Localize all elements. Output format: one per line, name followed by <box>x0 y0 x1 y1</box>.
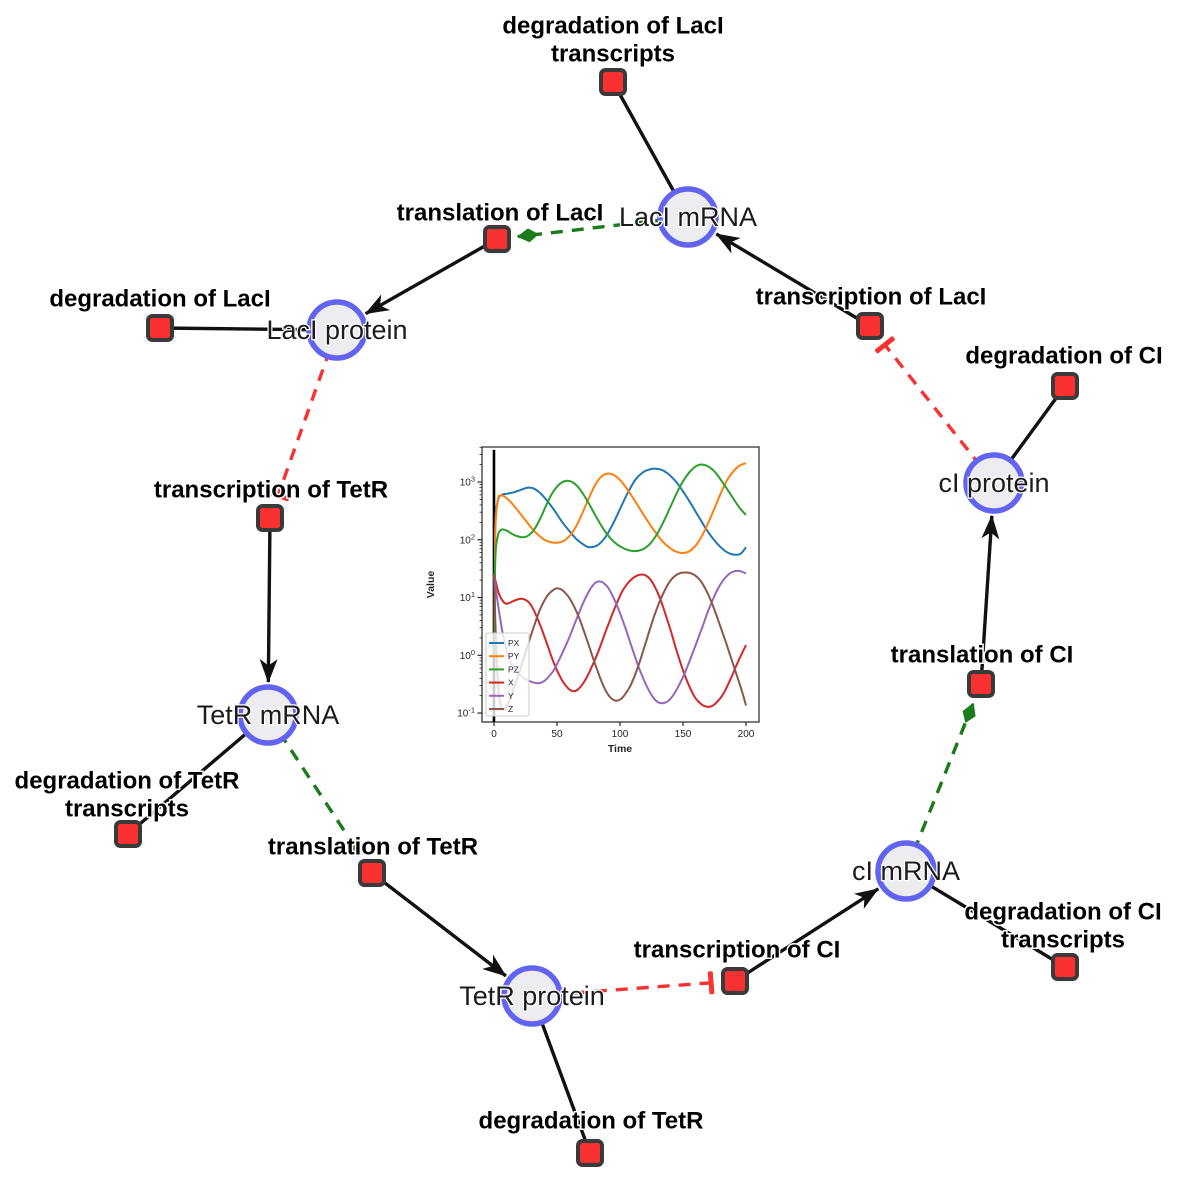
reaction-node-transcription_tetr <box>256 504 284 532</box>
edge-production-translation_ci-ci_protein <box>979 514 1000 685</box>
edge-production-transcription_tetr-tetr_mrna <box>259 517 278 684</box>
species-node-laci_protein <box>306 299 368 361</box>
chart-y-tick-label: 102 <box>460 532 475 546</box>
reaction-node-deg_tetr_transcripts <box>114 820 142 848</box>
species-label-laci_mrna: LacI mRNA <box>619 202 757 232</box>
reaction-label-translation_tetr: translation of TetR <box>268 834 478 861</box>
edge-production-transcription_ci-ci_mrna <box>734 887 880 983</box>
edge-production-translation_laci-laci_protein <box>364 237 498 316</box>
chart-legend-label-PX: PX <box>508 638 520 648</box>
chart-x-tick-label: 100 <box>612 729 629 740</box>
species-node-tetr_protein <box>501 965 563 1027</box>
reaction-label-deg_laci: degradation of LacI <box>49 286 270 313</box>
species-label-tetr_mrna: TetR mRNA <box>197 700 340 730</box>
reaction-node-deg_tetr <box>576 1139 604 1167</box>
chart-x-tick-label: 0 <box>491 729 497 740</box>
reaction-node-translation_laci <box>483 225 511 253</box>
reaction-node-deg_laci_transcripts <box>599 68 627 96</box>
chart-legend-label-X: X <box>508 678 514 688</box>
chart-y-tick-label: 101 <box>460 590 475 604</box>
nodes-layer <box>114 68 1079 1167</box>
species-label-ci_mrna: cI mRNA <box>852 856 960 886</box>
species-node-ci_protein <box>963 452 1025 514</box>
chart-x-tick-label: 200 <box>738 729 755 740</box>
chart-y-tick-label: 100 <box>460 648 475 662</box>
chart-x-tick-label: 150 <box>675 729 692 740</box>
species-node-laci_mrna <box>657 186 719 248</box>
reaction-label-translation_laci: translation of LacI <box>397 200 604 227</box>
reaction-label-deg_laci_transcripts-line1: degradation of LacI <box>502 13 723 40</box>
species-label-ci_protein: cI protein <box>938 468 1049 498</box>
chart-series-X <box>493 573 747 708</box>
chart-y-axis-title: Value <box>425 571 437 599</box>
reaction-node-transcription_laci <box>856 312 884 340</box>
chart-y-tick-label: 103 <box>460 475 475 489</box>
chart-x-tick-label: 50 <box>551 729 563 740</box>
reaction-node-transcription_ci <box>721 967 749 995</box>
chart-y-tick-label: 10-1 <box>457 706 475 720</box>
reaction-label-deg_ci_transcripts-line2: transcripts <box>1001 927 1125 954</box>
chart-series-PZ <box>493 463 747 656</box>
chart-series-PY <box>493 462 747 656</box>
chart-legend-label-PZ: PZ <box>508 664 519 674</box>
species-label-tetr_protein: TetR protein <box>459 981 605 1011</box>
reaction-label-deg_tetr_transcripts-line1: degradation of TetR <box>15 768 240 795</box>
species-node-tetr_mrna <box>237 684 299 746</box>
inset-chart: 0 50 100 150 200 10-1 100 101 102 103 PX PY PZ XYZ Ti… <box>420 424 780 769</box>
reaction-node-deg_ci_transcripts <box>1051 953 1079 981</box>
reaction-node-translation_ci <box>967 670 995 698</box>
reaction-node-deg_ci <box>1051 372 1079 400</box>
chart-legend-label-PY: PY <box>508 651 520 661</box>
reaction-label-transcription_laci: transcription of LacI <box>756 284 987 311</box>
reaction-label-transcription_ci: transcription of CI <box>634 937 841 964</box>
reaction-label-deg_laci_transcripts-line2: transcripts <box>551 41 675 68</box>
reaction-label-deg_ci_transcripts-line1: degradation of CI <box>964 899 1161 926</box>
edge-consumption-ci_mrna-deg_ci_transcripts <box>905 869 1066 969</box>
species-node-ci_mrna <box>875 840 937 902</box>
chart-legend-label-Z: Z <box>508 704 513 714</box>
labels-layer: LacI mRNA LacI protein TetR mRNA TetR prote… <box>13 11 1164 1136</box>
reaction-label-deg_tetr: degradation of TetR <box>479 1108 704 1135</box>
reaction-label-deg_tetr_transcripts-line2: transcripts <box>65 796 189 823</box>
edge-production-transcription_laci-laci_mrna <box>715 232 871 328</box>
reaction-label-deg_ci: degradation of CI <box>965 343 1162 370</box>
reaction-node-translation_tetr <box>358 859 386 887</box>
edge-production-translation_tetr-tetr_protein <box>370 871 507 978</box>
reaction-label-transcription_tetr: transcription of TetR <box>154 477 388 504</box>
species-label-laci_protein: LacI protein <box>266 315 407 345</box>
chart-legend-label-Y: Y <box>508 691 514 701</box>
reaction-node-deg_laci <box>146 314 174 342</box>
reaction-label-translation_ci: translation of CI <box>891 642 1074 669</box>
chart-x-axis-title: Time <box>608 743 632 755</box>
